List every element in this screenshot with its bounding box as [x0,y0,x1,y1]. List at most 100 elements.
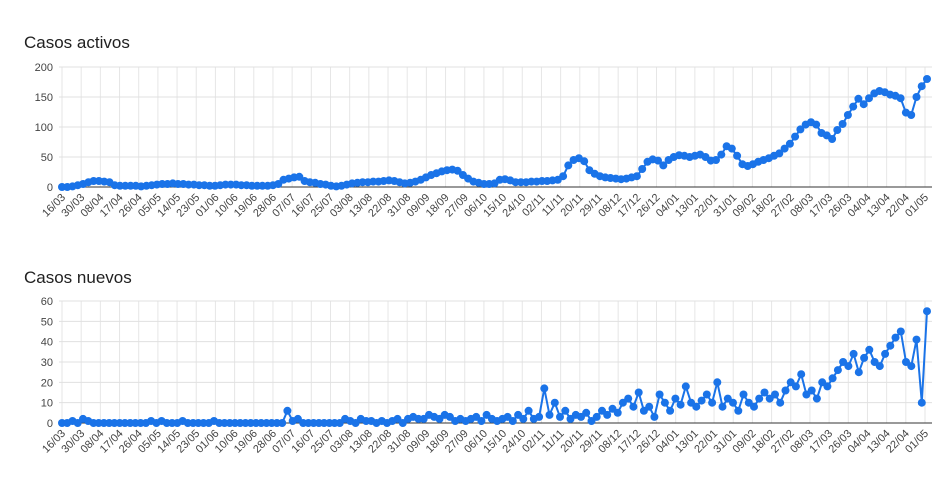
chart-title-active: Casos activos [24,33,130,52]
data-point [556,412,564,421]
data-point [780,144,789,153]
data-point [923,307,931,316]
data-point [912,335,921,344]
data-point [859,100,868,109]
data-point [776,398,785,407]
data-point [896,94,905,103]
data-point [865,94,873,103]
data-point [729,398,737,407]
data-point [812,394,821,403]
data-point [907,362,916,371]
data-point [833,366,842,375]
data-point [659,161,668,170]
y-tick-label: 0 [47,418,53,430]
data-point [477,417,486,425]
data-point [755,394,764,403]
data-point [632,172,641,181]
data-point [727,144,736,153]
data-point [865,345,874,354]
data-point [797,370,806,379]
data-point [854,94,863,103]
data-point [524,406,533,415]
data-point [849,102,858,111]
data-point [561,406,570,415]
data-point [508,417,517,425]
data-point [634,388,643,397]
data-point [650,412,659,421]
data-point [917,398,926,407]
data-point [807,386,816,395]
data-point [843,111,852,119]
data-point [796,125,805,134]
data-point [535,412,544,421]
y-tick-label: 0 [47,182,53,194]
data-point [676,400,685,409]
chart-title-new: Casos nuevos [24,268,132,287]
data-point [791,382,800,391]
y-tick-label: 10 [41,398,53,410]
data-point [564,161,573,170]
y-tick-label: 50 [41,152,53,164]
data-point [718,402,727,411]
data-point [833,126,842,134]
y-tick-label: 200 [35,62,53,74]
data-point [823,382,832,391]
data-point [283,406,292,415]
data-point [734,406,743,415]
data-point [645,402,654,411]
data-point [624,394,633,403]
data-point [603,410,612,419]
data-point [733,151,742,160]
data-point [702,390,711,399]
data-point [750,402,758,411]
y-tick-label: 150 [35,92,53,104]
data-point [519,414,528,423]
data-point [875,362,884,371]
data-point [781,386,790,395]
data-point [582,408,591,417]
data-point [666,406,675,415]
data-point [540,384,549,393]
data-point [692,402,701,411]
data-point [775,149,784,158]
data-point [896,327,905,336]
data-point [912,93,921,101]
data-point [638,165,647,173]
new-cases-chart: 010203040506016/0330/0308/0417/0426/0405… [40,296,932,456]
data-point [812,120,821,129]
data-point [697,396,706,405]
data-point [592,412,601,421]
data-point [891,333,900,342]
data-point [713,378,722,387]
data-point [681,382,690,391]
data-point [654,156,662,165]
data-point [760,388,769,397]
y-tick-label: 50 [41,316,53,328]
data-point [907,111,916,119]
data-point [550,398,559,407]
active-cases-chart: 05010015020016/0330/0308/0417/0426/0405/… [35,62,932,220]
data-point [717,150,726,159]
data-point [739,390,748,399]
data-point [785,139,794,148]
y-tick-label: 20 [41,377,53,389]
data-point [580,157,589,166]
y-tick-label: 30 [41,357,53,369]
data-point [854,368,863,377]
series-line [62,78,928,188]
data-point [771,390,779,399]
y-tick-label: 60 [41,296,53,308]
data-point [278,419,287,427]
data-point [838,120,847,128]
series-line [62,311,928,424]
data-point [655,390,664,399]
data-point [545,410,554,419]
data-point [844,362,853,371]
data-point [828,374,837,383]
data-point [660,398,669,407]
y-tick-label: 40 [41,337,53,349]
data-point [917,82,926,91]
data-point [629,402,638,411]
data-point [886,341,895,350]
data-point [881,349,890,358]
